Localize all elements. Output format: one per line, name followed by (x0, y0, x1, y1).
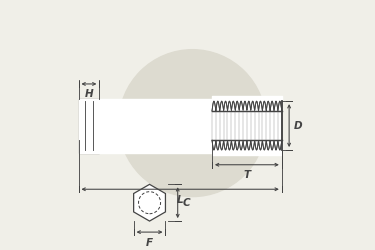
Circle shape (119, 50, 266, 196)
Bar (99, 111, 212, 140)
Text: L: L (177, 195, 183, 205)
Text: T: T (243, 170, 250, 180)
Text: H: H (85, 90, 93, 100)
Text: Portland Bolt: Portland Bolt (161, 100, 238, 117)
Polygon shape (134, 184, 165, 221)
Bar (78, 99, 99, 152)
Text: & MANUFACTURING COMPANY: & MANUFACTURING COMPANY (163, 120, 237, 131)
Bar (212, 99, 282, 152)
Text: D: D (294, 120, 303, 130)
Circle shape (138, 192, 160, 214)
Text: F: F (146, 238, 153, 248)
Text: C: C (183, 198, 190, 208)
